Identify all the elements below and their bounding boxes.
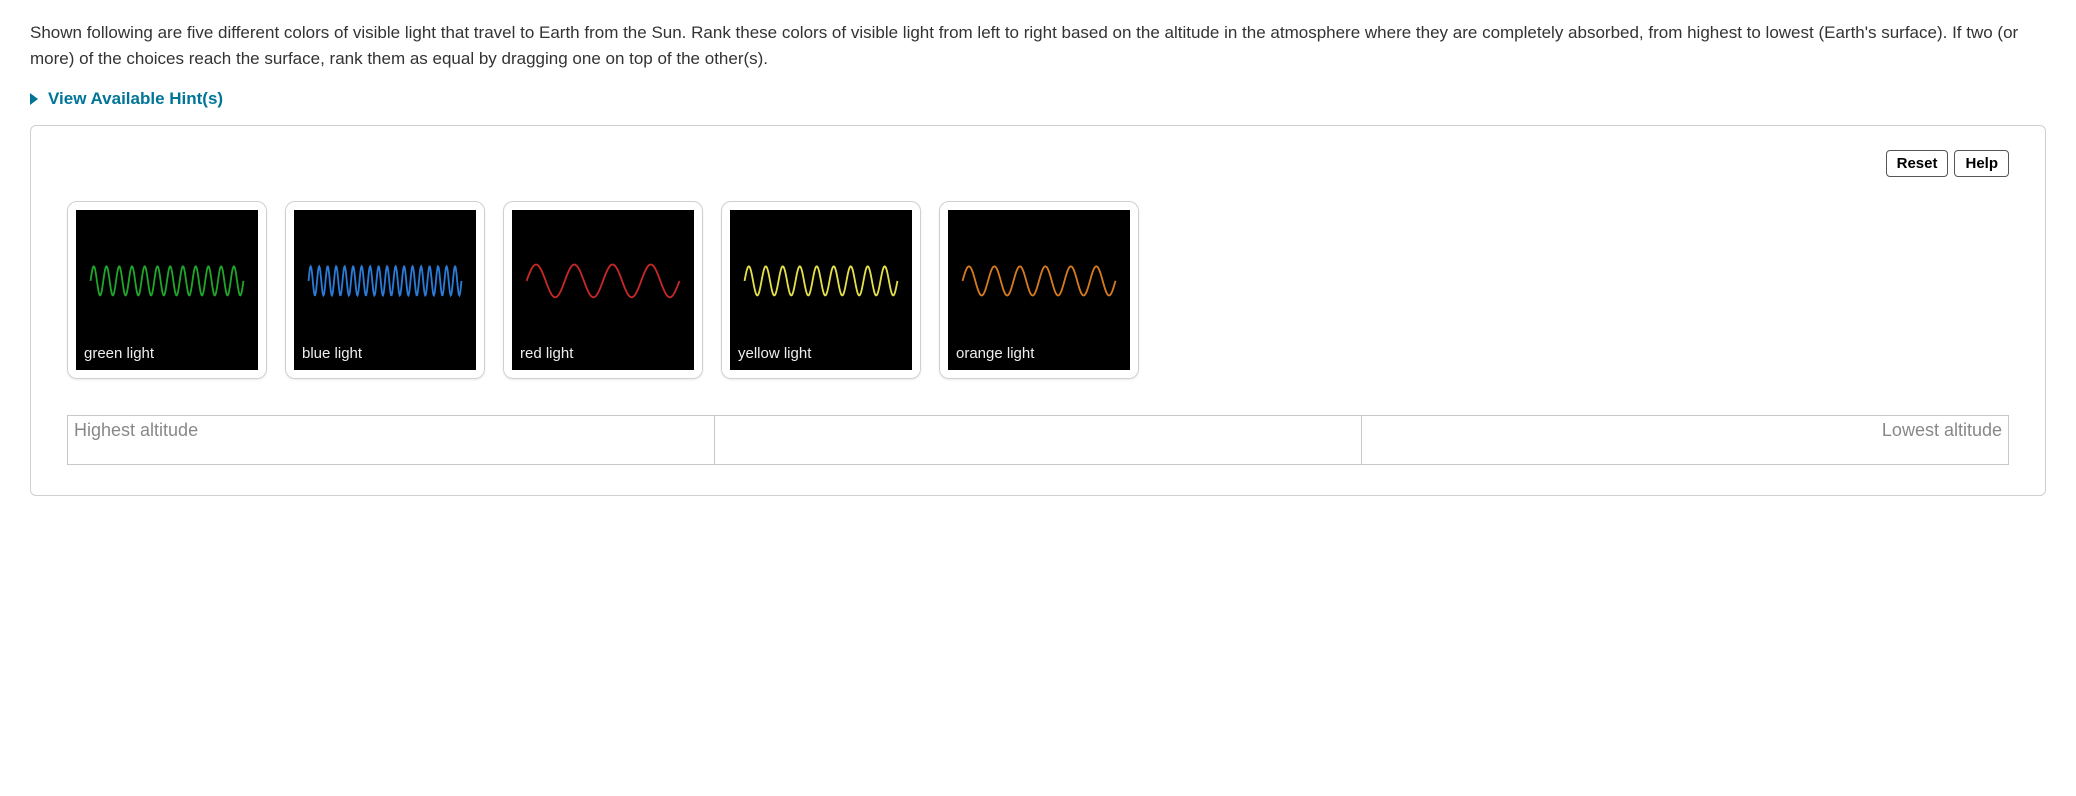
drop-area[interactable]: Highest altitude Lowest altitude — [67, 415, 2009, 465]
view-hints-toggle[interactable]: View Available Hint(s) — [30, 89, 2046, 109]
wave-canvas: green light — [76, 210, 258, 370]
drop-slot[interactable] — [715, 416, 1362, 464]
wave-canvas: red light — [512, 210, 694, 370]
wave-canvas: yellow light — [730, 210, 912, 370]
help-button[interactable]: Help — [1954, 150, 2009, 177]
drop-label-right: Lowest altitude — [1882, 420, 2002, 441]
card-label: orange light — [956, 345, 1034, 362]
drop-label-left: Highest altitude — [74, 420, 198, 441]
drop-slot[interactable]: Lowest altitude — [1362, 416, 2008, 464]
light-card[interactable]: green light — [67, 201, 267, 379]
light-card[interactable]: red light — [503, 201, 703, 379]
hints-label: View Available Hint(s) — [48, 89, 223, 109]
top-controls: Reset Help — [67, 150, 2009, 177]
drop-slot[interactable]: Highest altitude — [68, 416, 715, 464]
instruction-text: Shown following are five different color… — [30, 20, 2046, 71]
activity-container: Reset Help green light blue light red ligh… — [30, 125, 2046, 496]
wave-canvas: blue light — [294, 210, 476, 370]
light-card[interactable]: yellow light — [721, 201, 921, 379]
light-card[interactable]: blue light — [285, 201, 485, 379]
card-label: red light — [520, 345, 573, 362]
card-label: blue light — [302, 345, 362, 362]
light-card[interactable]: orange light — [939, 201, 1139, 379]
card-label: yellow light — [738, 345, 811, 362]
cards-row: green light blue light red light yellow lig… — [67, 201, 2009, 379]
arrow-right-icon — [30, 93, 38, 105]
wave-canvas: orange light — [948, 210, 1130, 370]
reset-button[interactable]: Reset — [1886, 150, 1949, 177]
card-label: green light — [84, 345, 154, 362]
